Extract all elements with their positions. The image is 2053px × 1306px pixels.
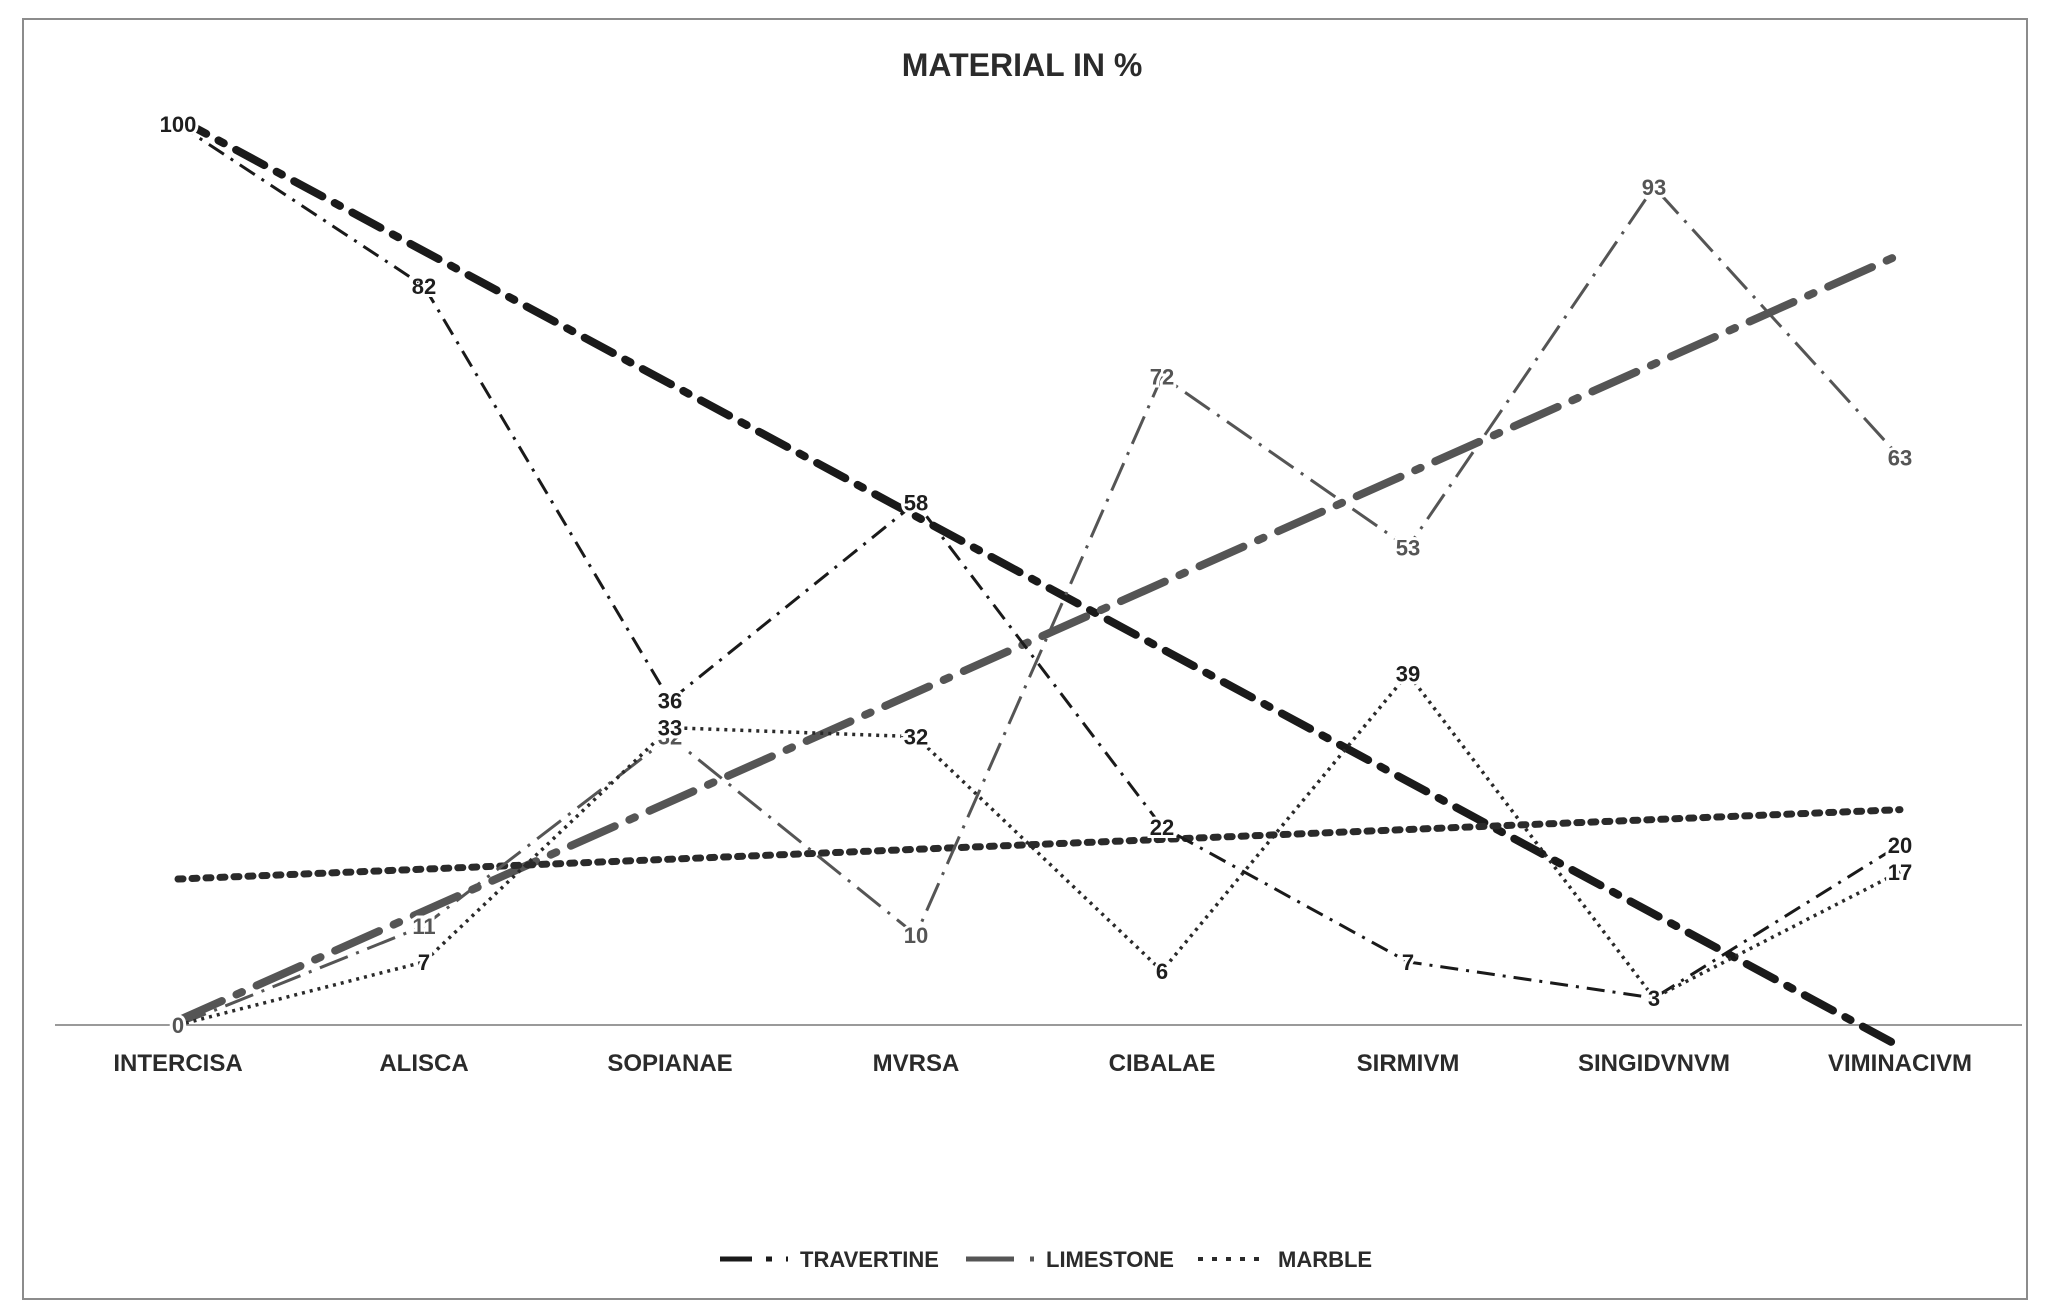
series-line-limestone — [177, 184, 1902, 1027]
legend-label-marble: MARBLE — [1278, 1247, 1372, 1272]
trendline-marble — [174, 806, 1904, 883]
trendline-limestone — [174, 250, 1904, 1025]
series-line-marble — [177, 670, 1901, 1027]
data-label-marble: 39 — [1396, 662, 1420, 687]
x-tick-label: INTERCISA — [113, 1050, 242, 1077]
legend: TRAVERTINE LIMESTONE MARBLE — [720, 1247, 1372, 1272]
x-tick-label: SINGIDVNVM — [1578, 1050, 1730, 1077]
data-label-travertine: 36 — [658, 689, 682, 714]
data-label-travertine: 3 — [1648, 986, 1660, 1011]
data-label-travertine: 100 — [160, 112, 197, 137]
data-label-travertine: 82 — [412, 274, 436, 299]
data-label-limestone: 63 — [1888, 445, 1912, 470]
data-label-marble: 6 — [1156, 959, 1168, 984]
series-layer — [177, 122, 1902, 1027]
x-tick-label: MVRSA — [873, 1050, 960, 1077]
trendline-layer — [174, 114, 1904, 1051]
legend-label-travertine: TRAVERTINE — [800, 1247, 939, 1272]
data-label-limestone: 0 — [172, 1013, 184, 1038]
data-label-limestone: 53 — [1396, 535, 1420, 560]
data-label-marble: 7 — [418, 950, 430, 975]
chart-title: MATERIAL IN % — [902, 47, 1143, 83]
data-label-limestone: 10 — [904, 923, 928, 948]
data-label-limestone: 11 — [412, 914, 435, 939]
x-tick-label: ALISCA — [379, 1050, 468, 1077]
data-label-travertine: 7 — [1402, 950, 1414, 975]
data-label-marble: 33 — [658, 716, 682, 741]
data-label-limestone: 93 — [1642, 175, 1666, 200]
data-label-travertine: 58 — [904, 490, 928, 515]
data-label-marble: 32 — [904, 725, 928, 750]
data-label-travertine: 22 — [1150, 815, 1174, 840]
series-line-travertine — [177, 122, 1901, 1000]
x-tick-label: CIBALAE — [1109, 1050, 1216, 1077]
data-label-limestone: 72 — [1150, 364, 1174, 389]
data-label-marble: 17 — [1888, 860, 1912, 885]
data-label-limestone: 32 — [658, 725, 682, 750]
legend-label-limestone: LIMESTONE — [1046, 1247, 1174, 1272]
x-tick-layer: INTERCISA ALISCA SOPIANAE MVRSA CIBALAE SIRMI… — [113, 1050, 1972, 1077]
x-tick-label: VIMINACIVM — [1828, 1050, 1972, 1077]
x-tick-label: SIRMIVM — [1357, 1050, 1460, 1077]
data-label-travertine: 20 — [1888, 833, 1912, 858]
trendline-travertine — [174, 114, 1904, 1051]
x-tick-label: SOPIANAE — [607, 1050, 732, 1077]
